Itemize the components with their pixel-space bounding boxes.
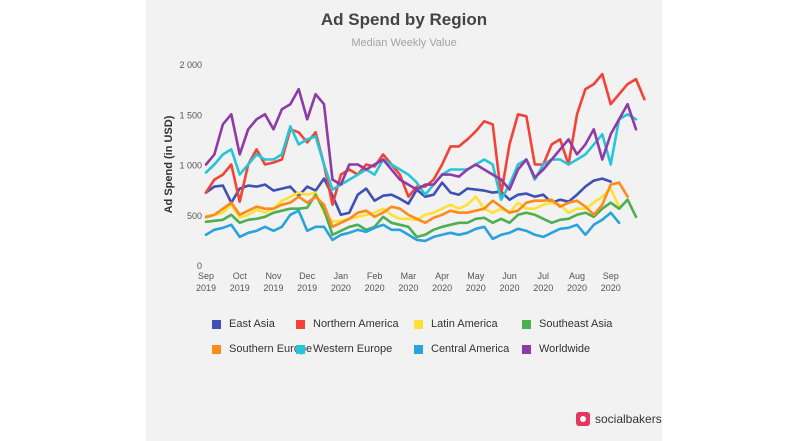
x-tick-label: 2019	[196, 283, 216, 293]
x-tick-label: 2020	[601, 283, 621, 293]
x-tick-label: Sep	[198, 271, 214, 281]
legend-label: Western Europe	[313, 343, 393, 355]
x-tick-label: Jan	[334, 271, 349, 281]
legend-swatch	[414, 319, 423, 329]
x-tick-label: 2019	[230, 283, 250, 293]
legend-item: Western Europe	[296, 343, 392, 355]
x-tick-label: 2020	[398, 283, 418, 293]
chart-card: Ad Spend by Region Median Weekly Value 0…	[146, 0, 662, 441]
y-axis-label: Ad Spend (in USD)	[163, 115, 175, 213]
legend-label: Central America	[431, 343, 510, 355]
chart-subtitle: Median Weekly Value	[351, 37, 457, 49]
x-tick-label: 2020	[533, 283, 553, 293]
legend-swatch	[212, 319, 221, 329]
x-tick-label: Feb	[367, 271, 383, 281]
series-line-east-asia	[204, 177, 613, 217]
x-tick-label: Jun	[502, 271, 517, 281]
y-tick-label: 1 500	[179, 110, 202, 120]
x-tick-label: 2019	[263, 283, 283, 293]
series-line-worldwide	[204, 87, 638, 191]
legend-label: Latin America	[431, 318, 498, 330]
legend-item: Central America	[414, 343, 509, 355]
x-tick-label: Dec	[299, 271, 316, 281]
legend-item: Southeast Asia	[522, 318, 612, 330]
socialbakers-icon	[576, 412, 590, 426]
legend-swatch	[296, 319, 305, 329]
x-tick-label: Jul	[537, 271, 549, 281]
x-tick-label: Sep	[603, 271, 619, 281]
y-tick-label: 500	[187, 211, 202, 221]
legend-swatch	[522, 319, 531, 329]
chart-plot: 0 500 1 000 1 500 2 000 Ad Spend (in USD) Sep 2…	[163, 60, 646, 293]
chart-title: Ad Spend by Region	[320, 10, 488, 29]
legend-swatch	[296, 344, 305, 354]
brand-name: socialbakers	[595, 412, 662, 426]
x-tick-label: Oct	[233, 271, 248, 281]
x-tick-label: Mar	[401, 271, 417, 281]
legend-item: Southern Europe	[212, 343, 312, 355]
legend-label: East Asia	[229, 318, 275, 330]
x-tick-label: Nov	[265, 271, 282, 281]
series-line-southern-europe	[204, 181, 629, 229]
x-tick-label: Apr	[435, 271, 449, 281]
y-tick-label: 1 000	[179, 161, 202, 171]
legend-label: Southern Europe	[229, 343, 313, 355]
y-tick-label: 0	[197, 261, 202, 271]
legend-item: Northern America	[296, 318, 399, 330]
x-tick-label: 2020	[331, 283, 351, 293]
legend-item: Worldwide	[522, 343, 590, 355]
series-line-western-europe	[204, 113, 638, 201]
x-tick-label: 2019	[297, 283, 317, 293]
legend-swatch	[212, 344, 221, 354]
legend-label: Worldwide	[539, 343, 591, 355]
legend-label: Northern America	[313, 318, 399, 330]
series-line-central-america	[204, 209, 621, 243]
x-tick-label: May	[467, 271, 485, 281]
x-tick-label: 2020	[432, 283, 452, 293]
x-tick-label: Aug	[569, 271, 585, 281]
y-tick-label: 2 000	[179, 60, 202, 70]
legend-item: Latin America	[414, 318, 498, 330]
legend-swatch	[414, 344, 423, 354]
legend-swatch	[522, 344, 531, 354]
series-line-northern-america	[204, 72, 646, 206]
x-tick-label: 2020	[466, 283, 486, 293]
series-line-southeast-asia	[204, 193, 638, 239]
legend-item: East Asia	[212, 318, 275, 330]
x-tick-label: 2020	[567, 283, 587, 293]
legend-label: Southeast Asia	[539, 318, 613, 330]
x-tick-label: 2020	[365, 283, 385, 293]
x-tick-label: 2020	[500, 283, 520, 293]
brand-logo: socialbakers	[576, 412, 662, 426]
